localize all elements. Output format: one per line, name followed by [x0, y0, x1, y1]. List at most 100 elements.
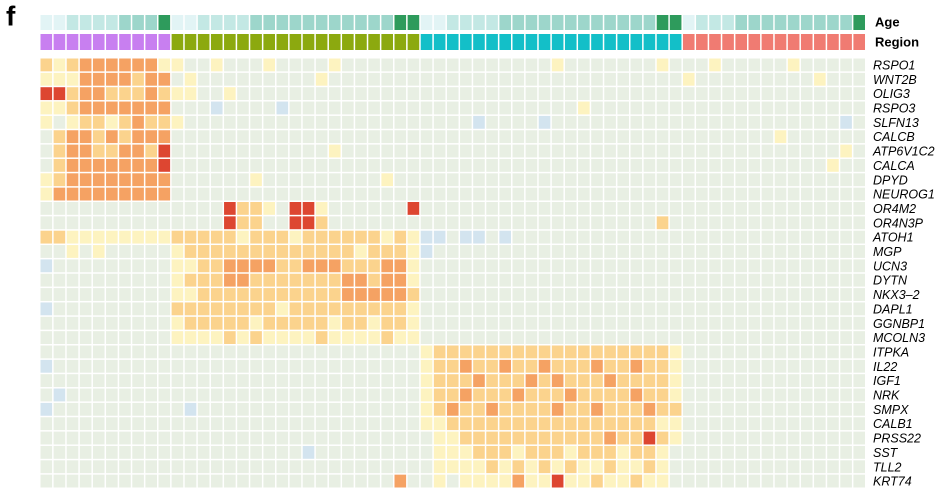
heat-cell	[106, 288, 118, 301]
heat-cell	[787, 58, 800, 72]
age-cell	[643, 15, 656, 30]
heat-cell	[446, 72, 459, 86]
heat-cell	[433, 230, 446, 244]
heat-cell	[696, 202, 708, 215]
heat-cell	[617, 388, 629, 402]
heat-cell	[302, 460, 315, 474]
heat-cell	[591, 273, 603, 287]
heat-cell	[722, 230, 734, 244]
heat-cell	[722, 288, 734, 301]
heat-cell	[735, 216, 747, 230]
heat-cell	[407, 273, 420, 287]
heat-cell	[656, 259, 669, 273]
heat-cell	[512, 302, 525, 316]
heat-cell	[787, 230, 800, 244]
heat-cell	[145, 173, 157, 187]
heat-cell	[302, 158, 315, 172]
heat-cell	[814, 474, 826, 488]
heat-cell	[604, 417, 616, 431]
heat-cell	[709, 474, 721, 488]
heat-cell	[617, 130, 629, 144]
region-cell	[617, 34, 629, 50]
heat-cell	[486, 273, 498, 287]
heat-cell	[276, 431, 289, 445]
heat-cell	[53, 115, 66, 129]
heat-cell	[669, 273, 682, 287]
heat-cell	[578, 359, 590, 373]
heat-cell	[119, 460, 131, 474]
heat-cell	[656, 216, 669, 230]
heat-cell	[525, 331, 538, 344]
heat-cell	[499, 216, 511, 230]
heat-cell	[355, 187, 367, 201]
heat-cell	[328, 245, 341, 258]
region-cell	[643, 34, 656, 50]
heat-cell	[735, 359, 747, 373]
heat-cell	[486, 245, 498, 258]
heat-cell	[158, 302, 171, 316]
heat-cell	[800, 58, 813, 72]
heat-cell	[853, 245, 865, 258]
region-cell	[787, 34, 800, 50]
heat-cell	[263, 460, 275, 474]
age-cell	[66, 15, 79, 30]
heat-cell	[853, 316, 865, 330]
heat-cell	[761, 216, 774, 230]
heat-cell	[486, 402, 498, 416]
heat-cell	[342, 173, 354, 187]
heat-cell	[289, 359, 302, 373]
heat-cell	[53, 359, 66, 373]
heat-cell	[407, 216, 420, 230]
heat-cell	[315, 58, 328, 72]
heat-cell	[800, 187, 813, 201]
heat-cell	[473, 374, 485, 388]
heat-cell	[578, 130, 590, 144]
heat-cell	[342, 288, 354, 301]
age-cell	[761, 15, 774, 30]
heat-cell	[171, 130, 184, 144]
heat-cell	[761, 230, 774, 244]
heat-cell	[774, 202, 787, 215]
heat-cell	[578, 331, 590, 344]
heat-cell	[787, 259, 800, 273]
heat-cell	[774, 245, 787, 258]
heat-cell	[119, 144, 131, 158]
heat-cell	[381, 158, 393, 172]
heat-cell	[578, 158, 590, 172]
heat-cell	[381, 230, 393, 244]
heat-cell	[761, 288, 774, 301]
heat-cell	[433, 87, 446, 101]
heat-cell	[237, 58, 249, 72]
heat-cell	[263, 173, 275, 187]
heat-cell	[250, 345, 262, 359]
heat-cell	[656, 144, 669, 158]
heat-cell	[420, 359, 433, 373]
heat-cell	[722, 202, 734, 215]
heat-cell	[473, 316, 485, 330]
heat-cell	[420, 402, 433, 416]
heat-cell	[696, 431, 708, 445]
heat-cell	[682, 474, 695, 488]
heat-cell	[630, 460, 643, 474]
heat-cell	[473, 388, 485, 402]
heat-cell	[158, 144, 171, 158]
heat-cell	[315, 173, 328, 187]
heat-cell	[119, 345, 131, 359]
heat-cell	[774, 130, 787, 144]
heat-cell	[66, 259, 79, 273]
heat-cell	[787, 345, 800, 359]
heat-cell	[394, 273, 407, 287]
heat-cell	[840, 101, 852, 115]
heat-cell	[735, 345, 747, 359]
heat-cell	[184, 202, 197, 215]
heat-cell	[394, 474, 407, 488]
heat-cell	[591, 72, 603, 86]
heat-cell	[315, 202, 328, 215]
heat-cell	[525, 72, 538, 86]
region-cell	[407, 34, 420, 50]
heat-cell	[499, 87, 511, 101]
heat-cell	[696, 259, 708, 273]
heat-cell	[394, 187, 407, 201]
heat-cell	[145, 316, 157, 330]
heat-cell	[210, 402, 223, 416]
